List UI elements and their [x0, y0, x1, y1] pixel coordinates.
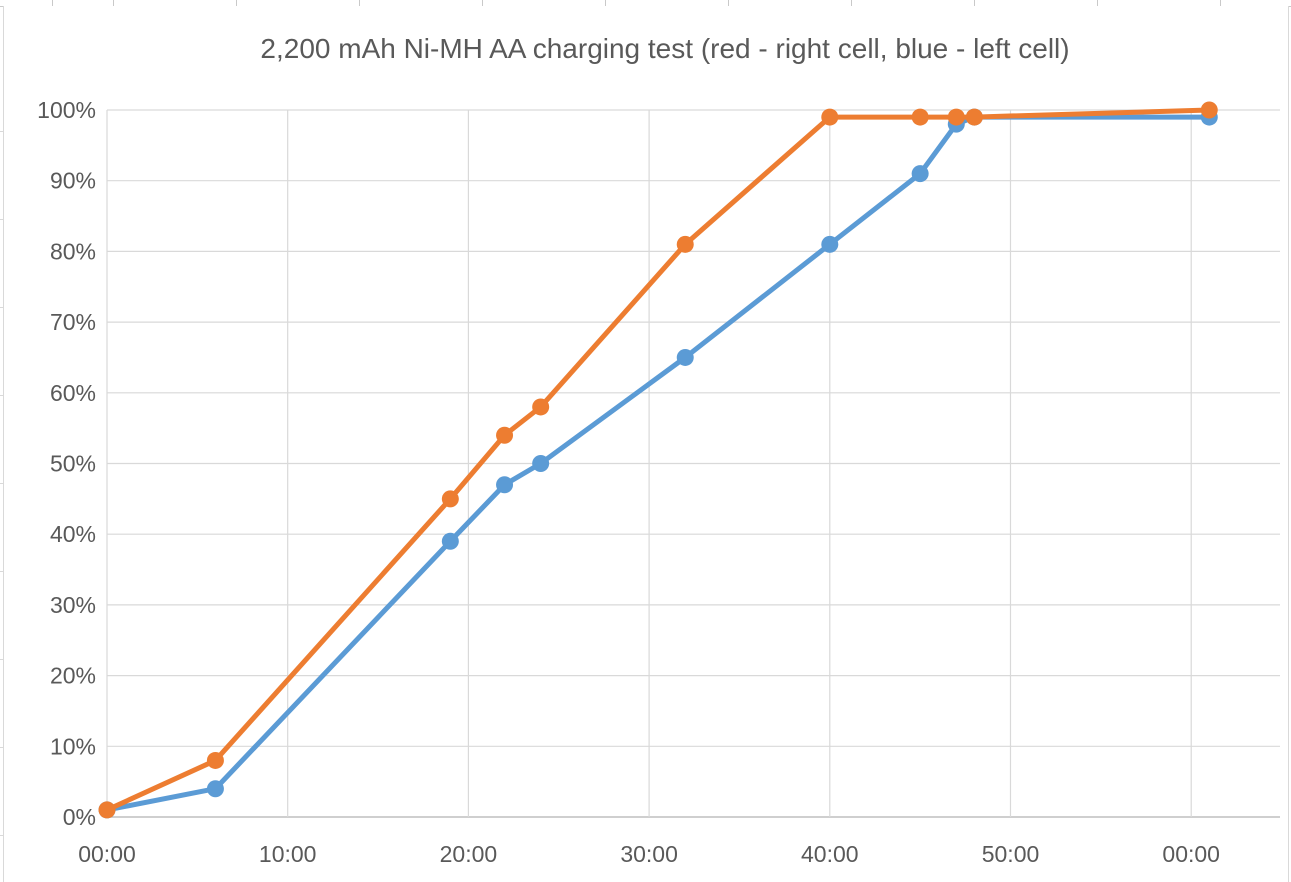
y-axis-tick-label: 70%	[50, 309, 96, 335]
y-axis-tick-label: 30%	[50, 592, 96, 618]
data-point-marker-right-cell[interactable]	[965, 108, 983, 126]
data-point-marker-left-cell[interactable]	[911, 165, 929, 183]
data-point-marker-right-cell[interactable]	[676, 235, 694, 253]
x-axis-tick-label: 20:00	[440, 841, 498, 867]
x-axis-tick-label: 10:00	[259, 841, 317, 867]
y-axis-tick-label: 100%	[37, 97, 96, 123]
y-axis-tick-label: 80%	[50, 238, 96, 264]
data-point-marker-right-cell[interactable]	[496, 426, 514, 444]
y-axis-tick-label: 40%	[50, 521, 96, 547]
data-point-marker-right-cell[interactable]	[821, 108, 839, 126]
data-point-marker-right-cell[interactable]	[532, 398, 550, 416]
x-axis-tick-label: 30:00	[620, 841, 678, 867]
x-axis-tick-label: 00:00	[1162, 841, 1220, 867]
data-point-marker-right-cell[interactable]	[206, 751, 224, 769]
data-point-marker-right-cell[interactable]	[441, 490, 459, 508]
data-point-marker-right-cell[interactable]	[1200, 101, 1218, 119]
spreadsheet-row-stubs	[0, 125, 3, 882]
y-axis-tick-label: 0%	[63, 804, 96, 830]
data-point-marker-right-cell[interactable]	[911, 108, 929, 126]
series-line-right-cell[interactable]	[104, 107, 1212, 813]
chart-object[interactable]	[3, 6, 1289, 882]
x-axis-tick-label: 40:00	[801, 841, 859, 867]
y-axis-tick-label: 20%	[50, 663, 96, 689]
y-axis-tick-label: 90%	[50, 168, 96, 194]
x-axis-tick-label: 00:00	[78, 841, 136, 867]
x-axis-tick-label: 50:00	[982, 841, 1040, 867]
y-axis-tick-label: 50%	[50, 451, 96, 477]
data-point-marker-left-cell[interactable]	[821, 235, 839, 253]
data-point-marker-left-cell[interactable]	[496, 476, 514, 494]
data-point-marker-left-cell[interactable]	[676, 348, 694, 366]
data-point-marker-right-cell[interactable]	[947, 108, 965, 126]
data-point-marker-right-cell[interactable]	[98, 801, 116, 819]
data-point-marker-left-cell[interactable]	[206, 780, 224, 798]
chart-title: 2,200 mAh Ni-MH AA charging test (red - …	[260, 33, 1070, 64]
data-point-marker-left-cell[interactable]	[441, 532, 459, 550]
y-axis-tick-label: 10%	[50, 733, 96, 759]
y-axis-tick-label: 60%	[50, 380, 96, 406]
data-point-marker-left-cell[interactable]	[532, 455, 550, 472]
